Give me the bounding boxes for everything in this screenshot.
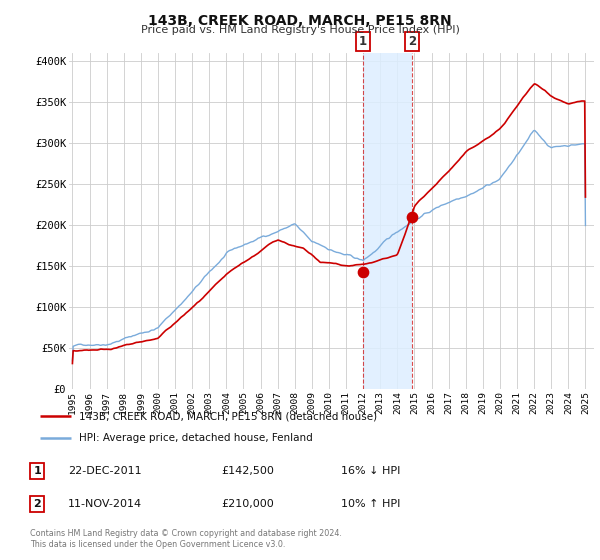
Text: £142,500: £142,500 [221, 466, 274, 476]
Point [358, 268, 367, 277]
Bar [362, 53, 412, 389]
Text: 2: 2 [408, 35, 416, 48]
Text: 1: 1 [33, 466, 41, 476]
Text: Contains HM Land Registry data © Crown copyright and database right 2024.: Contains HM Land Registry data © Crown c… [30, 529, 342, 538]
Point [407, 213, 417, 222]
Text: 22-DEC-2011: 22-DEC-2011 [68, 466, 142, 476]
Text: Price paid vs. HM Land Registry's House Price Index (HPI): Price paid vs. HM Land Registry's House … [140, 25, 460, 35]
Text: 11-NOV-2014: 11-NOV-2014 [68, 499, 142, 509]
Text: £210,000: £210,000 [221, 499, 274, 509]
Text: HPI: Average price, detached house, Fenland: HPI: Average price, detached house, Fenl… [79, 433, 313, 443]
Text: 1: 1 [359, 35, 367, 48]
Text: 143B, CREEK ROAD, MARCH, PE15 8RN (detached house): 143B, CREEK ROAD, MARCH, PE15 8RN (detac… [79, 411, 377, 421]
Text: 143B, CREEK ROAD, MARCH, PE15 8RN: 143B, CREEK ROAD, MARCH, PE15 8RN [148, 14, 452, 28]
Text: 10% ↑ HPI: 10% ↑ HPI [341, 499, 401, 509]
Text: 2: 2 [33, 499, 41, 509]
Text: 16% ↓ HPI: 16% ↓ HPI [341, 466, 401, 476]
Text: This data is licensed under the Open Government Licence v3.0.: This data is licensed under the Open Gov… [30, 540, 286, 549]
